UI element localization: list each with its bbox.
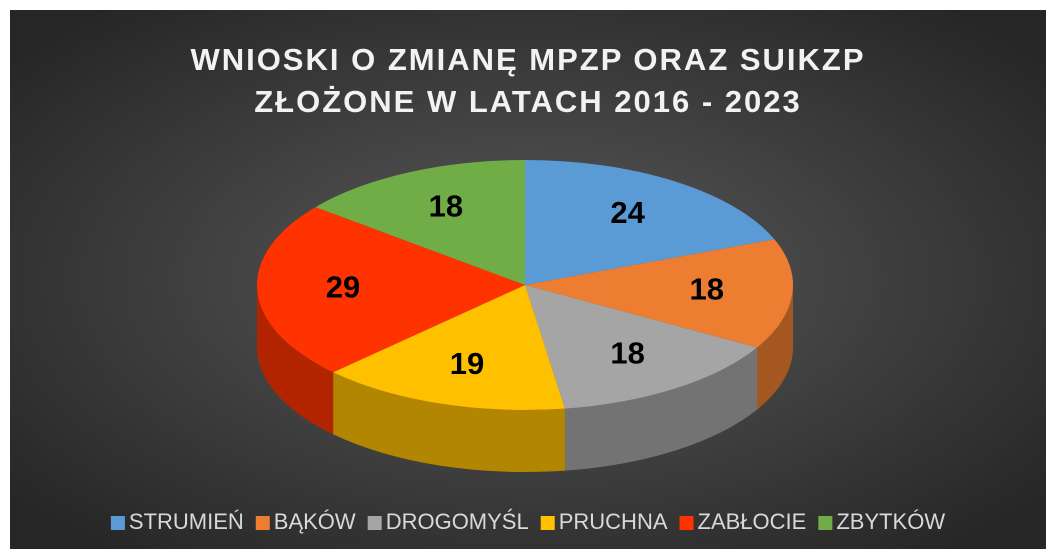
pie-tops — [257, 160, 794, 410]
slice — [333, 285, 565, 410]
slice-side-shade — [257, 285, 334, 435]
legend-swatch — [367, 516, 382, 530]
slice — [525, 239, 794, 348]
legend-label: ZABŁOCIE — [698, 509, 807, 534]
slice-side — [333, 372, 565, 472]
data-labels: 24 18 18 19 29 18 — [326, 189, 724, 381]
slice-side — [757, 285, 793, 410]
legend-label: PRUCHNA — [559, 509, 668, 534]
slice — [525, 160, 775, 285]
data-label: 29 — [326, 269, 360, 304]
chart-title: ZŁOŻONE W LATACH 2016 - 2023 — [254, 84, 802, 119]
data-label: 24 — [610, 195, 645, 230]
legend-label: DROGOMYŚL — [386, 509, 529, 534]
data-label: 18 — [689, 272, 723, 307]
data-label: 18 — [610, 335, 644, 370]
legend-label: BĄKÓW — [274, 509, 356, 534]
slice-side — [257, 285, 334, 435]
chart-title: WNIOSKI O ZMIANĘ MPZP ORAZ SUIKZP — [190, 42, 865, 77]
data-label: 19 — [450, 346, 484, 381]
legend-swatch — [255, 516, 270, 530]
data-label: 18 — [429, 189, 463, 224]
legend-swatch — [679, 516, 694, 530]
legend-label: STRUMIEŃ — [129, 509, 244, 534]
legend-swatch — [540, 516, 555, 530]
slice — [315, 160, 525, 285]
legend-swatch — [818, 516, 833, 530]
legend: STRUMIEŃ BĄKÓW DROGOMYŚL PRUCHNA ZABŁOCIE ZBY… — [110, 509, 945, 534]
pie-sides — [257, 285, 793, 472]
slice — [257, 207, 525, 373]
legend-swatch — [110, 516, 125, 530]
slice-side-shade — [333, 372, 565, 472]
legend-label: ZBYTKÓW — [836, 509, 945, 534]
slice-side-shade — [564, 347, 758, 471]
slice-side — [564, 347, 758, 471]
slice — [525, 285, 758, 409]
slice-side-shade — [757, 285, 793, 410]
